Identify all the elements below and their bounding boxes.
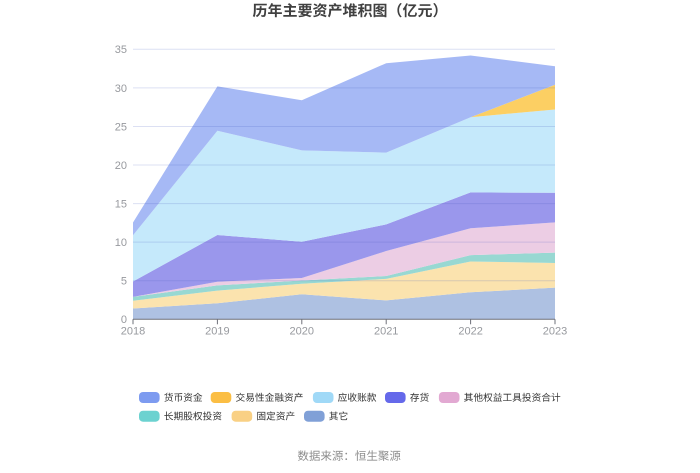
svg-text:2019: 2019 [205, 326, 229, 338]
svg-text:30: 30 [115, 83, 127, 95]
svg-text:15: 15 [115, 198, 127, 210]
svg-text:2022: 2022 [458, 326, 482, 338]
svg-text:25: 25 [115, 121, 127, 133]
svg-text:2023: 2023 [543, 326, 567, 338]
svg-text:2018: 2018 [121, 326, 145, 338]
svg-text:20: 20 [115, 160, 127, 172]
svg-text:0: 0 [121, 314, 127, 326]
svg-text:5: 5 [121, 276, 127, 288]
svg-text:10: 10 [115, 237, 127, 249]
svg-text:2021: 2021 [374, 326, 398, 338]
svg-text:2020: 2020 [290, 326, 314, 338]
svg-text:35: 35 [115, 44, 127, 56]
